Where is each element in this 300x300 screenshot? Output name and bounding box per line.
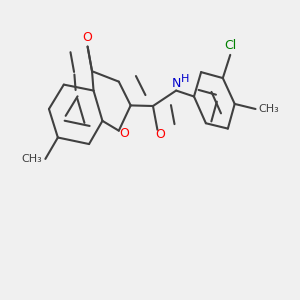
Text: H: H (181, 74, 189, 84)
Text: O: O (119, 127, 129, 140)
Text: O: O (155, 128, 165, 141)
Text: N: N (172, 76, 181, 90)
Text: CH₃: CH₃ (259, 104, 279, 114)
Text: O: O (82, 31, 92, 44)
Text: CH₃: CH₃ (22, 154, 42, 164)
Text: Cl: Cl (224, 39, 236, 52)
